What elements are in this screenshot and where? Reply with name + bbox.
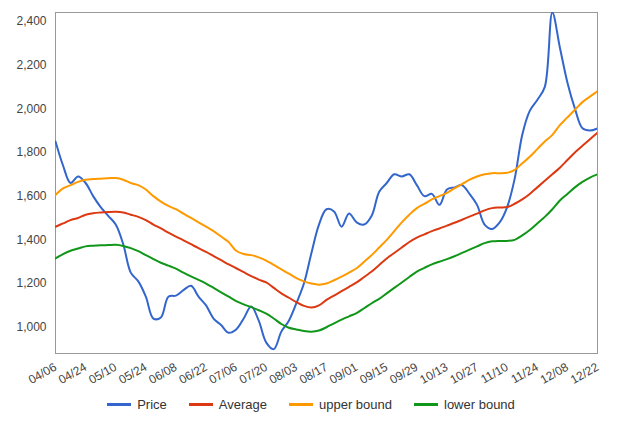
svg-text:10/27: 10/27 — [447, 360, 480, 387]
svg-text:1,200: 1,200 — [16, 276, 46, 290]
svg-text:06/08: 06/08 — [146, 360, 179, 387]
svg-text:08/17: 08/17 — [297, 360, 330, 387]
svg-text:1,000: 1,000 — [16, 320, 46, 334]
svg-text:08/03: 08/03 — [267, 360, 300, 387]
html-text:Price: Price — [137, 397, 167, 412]
svg-text:05/24: 05/24 — [116, 360, 149, 387]
html-text:lower bound: lower bound — [444, 397, 515, 412]
html-text:Average: Average — [218, 397, 267, 412]
svg-text:04/24: 04/24 — [56, 360, 89, 387]
svg-text:2,000: 2,000 — [16, 102, 46, 116]
svg-text:09/15: 09/15 — [357, 360, 390, 387]
svg-text:1,800: 1,800 — [16, 145, 46, 159]
svg-text:12/22: 12/22 — [568, 360, 601, 387]
html-text:upper bound: upper bound — [319, 397, 392, 412]
svg-text:05/10: 05/10 — [86, 360, 119, 387]
svg-text:11/24: 11/24 — [508, 360, 541, 387]
svg-text:10/13: 10/13 — [417, 360, 450, 387]
svg-text:07/06: 07/06 — [207, 360, 240, 387]
svg-text:09/29: 09/29 — [387, 360, 420, 387]
svg-text:04/06: 04/06 — [26, 360, 59, 387]
svg-text:09/01: 09/01 — [327, 360, 360, 387]
svg-text:06/22: 06/22 — [176, 360, 209, 387]
svg-text:07/20: 07/20 — [237, 360, 270, 387]
svg-text:1,600: 1,600 — [16, 189, 46, 203]
svg-text:2,200: 2,200 — [16, 58, 46, 72]
svg-text:11/10: 11/10 — [478, 360, 511, 387]
svg-text:12/08: 12/08 — [538, 360, 571, 387]
svg-text:2,400: 2,400 — [16, 14, 46, 28]
svg-text:1,400: 1,400 — [16, 233, 46, 247]
